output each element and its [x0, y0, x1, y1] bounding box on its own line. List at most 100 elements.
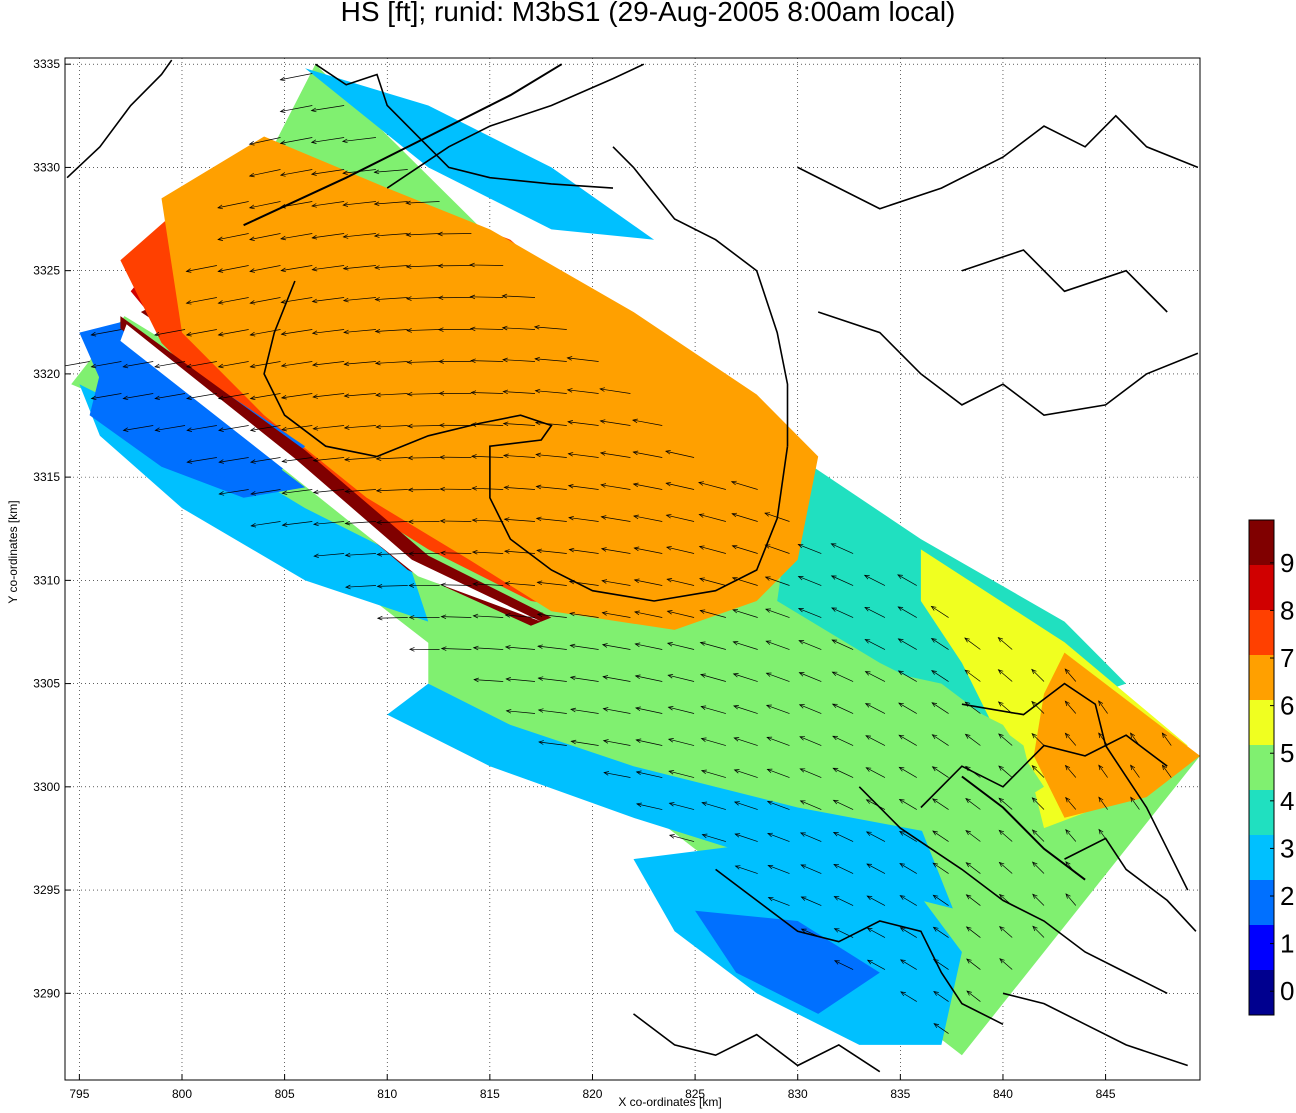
wave-vector: [765, 608, 790, 618]
wave-vector: [502, 359, 536, 362]
wave-vector: [344, 329, 376, 333]
coastline-layer: [66, 59, 1199, 1073]
wave-vector-head: [437, 231, 443, 237]
colorbar-tick-label: 6: [1280, 691, 1294, 721]
wave-vector-head: [438, 423, 445, 428]
colorbar-tick-label: 0: [1280, 976, 1294, 1006]
wave-vector-head: [998, 797, 1004, 803]
wave-vector: [377, 585, 408, 587]
wave-vector-head: [765, 608, 771, 613]
wave-vector: [764, 512, 790, 522]
wave-vector: [312, 329, 345, 334]
wave-vector: [867, 927, 886, 938]
wave-vector: [65, 361, 90, 367]
wave-vector: [569, 613, 599, 618]
wave-vector-head: [568, 547, 575, 553]
wave-vector-head: [897, 574, 903, 580]
wave-vector: [504, 518, 536, 522]
wave-vector: [187, 457, 217, 463]
wave-vector: [833, 799, 854, 810]
wave-vector-head: [864, 671, 871, 676]
wave-vector: [280, 105, 313, 112]
wave-vector-head: [767, 864, 774, 870]
wave-vector-head: [666, 545, 672, 551]
wave-vector-head: [1065, 829, 1071, 835]
wave-vector-head: [932, 958, 939, 964]
wave-vector: [281, 297, 313, 303]
wave-vector: [931, 638, 949, 650]
wave-vector: [538, 645, 567, 650]
wave-vector: [281, 393, 313, 399]
wave-vector-head: [217, 395, 224, 401]
wave-vector: [603, 676, 631, 682]
wave-vector: [602, 644, 631, 650]
wave-vector-head: [899, 863, 906, 868]
wave-vector: [833, 767, 854, 778]
wave-vector: [831, 607, 854, 618]
wave-vector: [632, 419, 663, 426]
wave-vector: [799, 672, 822, 682]
y-tick-label: 3305: [33, 677, 60, 691]
wave-vector: [998, 797, 1013, 810]
wave-vector-head: [373, 201, 380, 207]
wave-vector: [186, 297, 217, 304]
wave-vector-head: [997, 701, 1004, 707]
wave-vector: [900, 959, 917, 970]
wave-vector: [767, 833, 790, 842]
wave-vector-head: [997, 669, 1004, 675]
wave-vector: [567, 389, 599, 394]
wave-vector-head: [1031, 797, 1038, 803]
wave-vector: [218, 425, 249, 431]
wave-vector-head: [665, 513, 672, 519]
region-orange: [161, 136, 819, 630]
wave-vector-head: [899, 927, 906, 932]
wave-vector-head: [864, 703, 871, 708]
wave-vector-head: [633, 546, 640, 552]
x-tick-label: 845: [1096, 1087, 1116, 1101]
wave-vector-head: [472, 613, 479, 619]
wave-vector-head: [345, 584, 351, 590]
wave-vector: [218, 297, 249, 304]
wave-vector: [505, 646, 536, 650]
wave-vector: [1032, 893, 1045, 906]
wave-vector-head: [217, 268, 224, 273]
wave-vector-head: [374, 265, 380, 270]
wave-vector: [123, 393, 154, 399]
wave-vector: [343, 201, 376, 206]
y-tick-label: 3300: [33, 780, 60, 794]
wave-vector: [438, 233, 472, 235]
wave-vector: [250, 457, 281, 463]
region-central-green: [428, 570, 1044, 839]
wave-vector: [250, 329, 281, 336]
plot-title: HS [ft]; runid: M3bS1 (29-Aug-2005 8:00a…: [340, 0, 956, 27]
wave-vector-head: [374, 328, 381, 334]
wave-vector: [314, 553, 345, 557]
wave-vector: [535, 358, 567, 362]
wave-vector: [217, 201, 249, 209]
wave-vector: [1162, 732, 1172, 746]
wave-vector-head: [503, 485, 510, 490]
wave-vector: [1065, 733, 1077, 746]
wave-vector: [800, 800, 822, 810]
wave-vector: [602, 612, 631, 618]
wave-vector: [865, 735, 886, 746]
wave-vector: [187, 425, 217, 431]
wave-vector-head: [601, 611, 608, 616]
colorbar-tick-label: 1: [1280, 929, 1294, 959]
wave-vector-head: [999, 926, 1005, 932]
wave-vector-head: [217, 236, 224, 241]
wave-vector: [441, 648, 472, 650]
wave-vector: [535, 422, 567, 426]
wave-vector: [668, 706, 695, 714]
wave-vector-head: [217, 363, 224, 369]
wave-vector: [1065, 829, 1077, 842]
wave-vector: [1031, 701, 1045, 714]
wave-vector: [1031, 669, 1045, 682]
wave-vector-head: [764, 544, 771, 549]
wave-vector: [634, 579, 663, 586]
wave-vector-head: [504, 645, 511, 650]
wave-vector: [218, 265, 249, 272]
wave-vector-head: [375, 456, 382, 462]
wave-vector: [768, 897, 790, 906]
